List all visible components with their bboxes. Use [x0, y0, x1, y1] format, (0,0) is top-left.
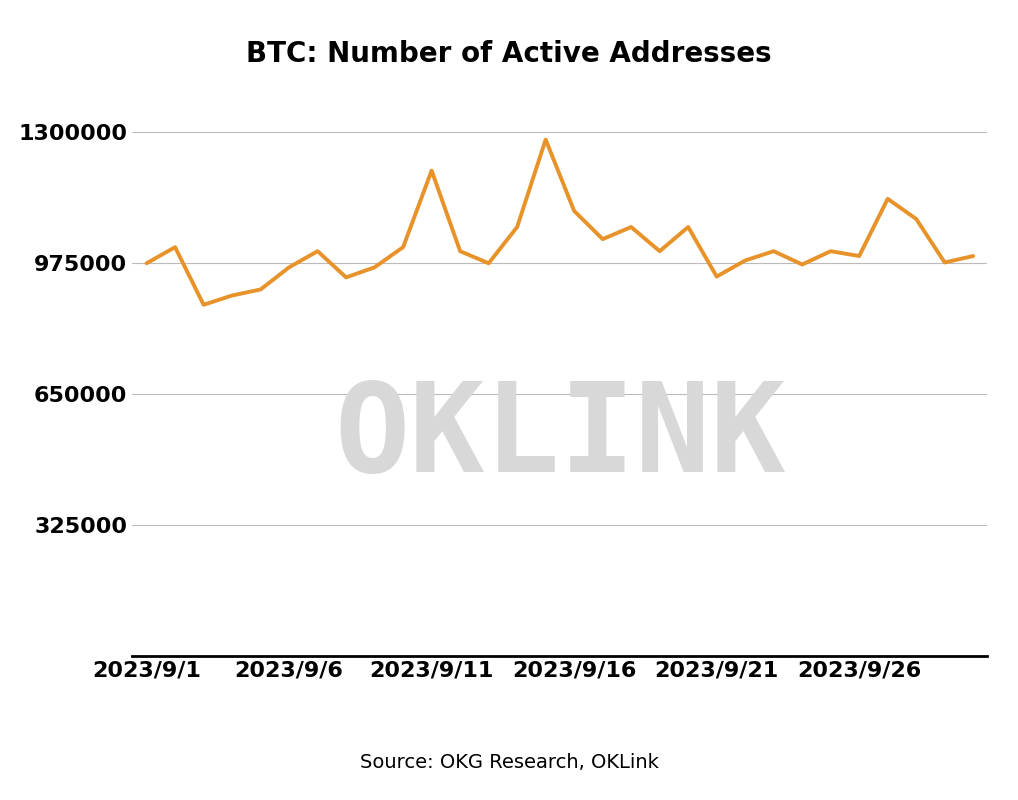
Text: OKLINK: OKLINK	[334, 377, 786, 498]
Text: Source: OKG Research, OKLink: Source: OKG Research, OKLink	[359, 753, 659, 772]
Text: BTC: Number of Active Addresses: BTC: Number of Active Addresses	[246, 40, 772, 68]
